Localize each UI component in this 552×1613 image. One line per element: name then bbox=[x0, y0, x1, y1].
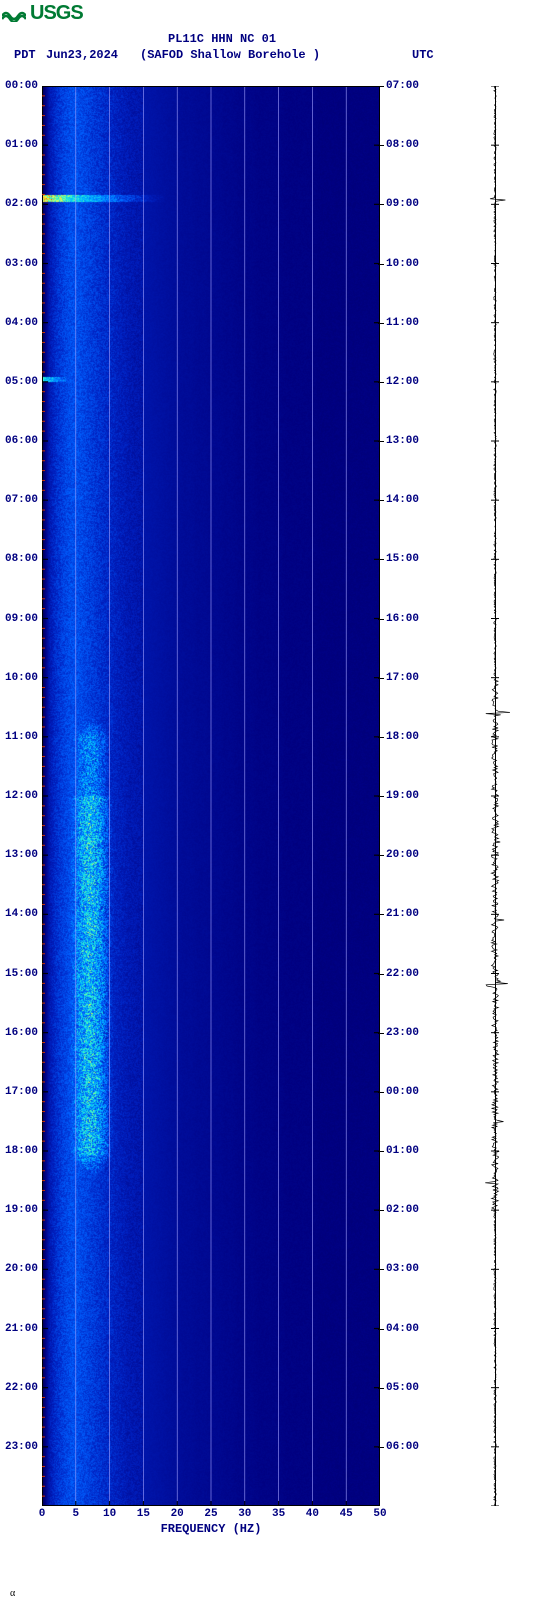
y-left-tick: 00:00 bbox=[5, 80, 38, 92]
y-left-tick: 23:00 bbox=[5, 1441, 38, 1453]
y-left-tick: 14:00 bbox=[5, 908, 38, 920]
y-right-tick: 20:00 bbox=[386, 849, 419, 861]
y-right-tick: 16:00 bbox=[386, 613, 419, 625]
usgs-logo-text: USGS bbox=[30, 2, 83, 25]
y-left-tick: 04:00 bbox=[5, 317, 38, 329]
y-left-tick: 10:00 bbox=[5, 672, 38, 684]
spectrogram-plot bbox=[42, 86, 380, 1506]
y-left-tick: 12:00 bbox=[5, 790, 38, 802]
y-right-tick: 23:00 bbox=[386, 1027, 419, 1039]
y-left-tick: 08:00 bbox=[5, 553, 38, 565]
y-right-tick: 21:00 bbox=[386, 908, 419, 920]
y-left-tick: 19:00 bbox=[5, 1204, 38, 1216]
y-right-tick: 14:00 bbox=[386, 494, 419, 506]
seismic-trace bbox=[460, 86, 530, 1506]
y-right-tick: 09:00 bbox=[386, 198, 419, 210]
x-tick: 35 bbox=[272, 1508, 285, 1520]
y-right-tick: 03:00 bbox=[386, 1263, 419, 1275]
y-left-tick: 03:00 bbox=[5, 258, 38, 270]
y-right-tick: 04:00 bbox=[386, 1323, 419, 1335]
y-right-tick: 22:00 bbox=[386, 968, 419, 980]
y-right-tick: 05:00 bbox=[386, 1382, 419, 1394]
x-tick: 10 bbox=[103, 1508, 116, 1520]
y-left-tick: 07:00 bbox=[5, 494, 38, 506]
station-id: PL11C HHN NC 01 bbox=[168, 32, 552, 46]
x-tick: 15 bbox=[137, 1508, 150, 1520]
y-axis-left: 00:0001:0002:0003:0004:0005:0006:0007:00… bbox=[0, 86, 40, 1506]
x-tick: 50 bbox=[373, 1508, 386, 1520]
y-left-tick: 01:00 bbox=[5, 139, 38, 151]
y-left-tick: 22:00 bbox=[5, 1382, 38, 1394]
y-left-tick: 05:00 bbox=[5, 376, 38, 388]
y-right-tick: 12:00 bbox=[386, 376, 419, 388]
y-right-tick: 01:00 bbox=[386, 1145, 419, 1157]
x-tick: 30 bbox=[238, 1508, 251, 1520]
y-axis-right: 07:0008:0009:0010:0011:0012:0013:0014:00… bbox=[382, 86, 432, 1506]
y-left-tick: 20:00 bbox=[5, 1263, 38, 1275]
y-left-tick: 11:00 bbox=[5, 731, 38, 743]
timezone-right: UTC bbox=[412, 48, 552, 62]
x-tick: 25 bbox=[204, 1508, 217, 1520]
footer-glyph: α bbox=[10, 1588, 15, 1599]
usgs-logo: USGS bbox=[2, 2, 83, 25]
y-right-tick: 08:00 bbox=[386, 139, 419, 151]
y-right-tick: 15:00 bbox=[386, 553, 419, 565]
y-left-tick: 13:00 bbox=[5, 849, 38, 861]
x-tick: 5 bbox=[72, 1508, 79, 1520]
y-right-tick: 07:00 bbox=[386, 80, 419, 92]
y-right-tick: 19:00 bbox=[386, 790, 419, 802]
x-tick: 45 bbox=[340, 1508, 353, 1520]
x-tick: 0 bbox=[39, 1508, 46, 1520]
y-right-tick: 10:00 bbox=[386, 258, 419, 270]
y-left-tick: 18:00 bbox=[5, 1145, 38, 1157]
spectrogram-grid bbox=[42, 86, 380, 1506]
x-tick: 20 bbox=[171, 1508, 184, 1520]
y-left-tick: 17:00 bbox=[5, 1086, 38, 1098]
y-left-tick: 21:00 bbox=[5, 1323, 38, 1335]
y-right-tick: 02:00 bbox=[386, 1204, 419, 1216]
y-right-tick: 00:00 bbox=[386, 1086, 419, 1098]
y-right-tick: 17:00 bbox=[386, 672, 419, 684]
y-left-tick: 02:00 bbox=[5, 198, 38, 210]
x-axis-title: FREQUENCY (HZ) bbox=[42, 1522, 380, 1536]
y-left-tick: 09:00 bbox=[5, 613, 38, 625]
x-tick: 40 bbox=[306, 1508, 319, 1520]
y-right-tick: 18:00 bbox=[386, 731, 419, 743]
y-right-tick: 11:00 bbox=[386, 317, 419, 329]
y-left-tick: 16:00 bbox=[5, 1027, 38, 1039]
y-left-tick: 06:00 bbox=[5, 435, 38, 447]
y-right-tick: 13:00 bbox=[386, 435, 419, 447]
y-left-tick: 15:00 bbox=[5, 968, 38, 980]
usgs-wave-icon bbox=[2, 6, 26, 22]
y-right-tick: 06:00 bbox=[386, 1441, 419, 1453]
seismic-trace-panel bbox=[460, 86, 530, 1506]
